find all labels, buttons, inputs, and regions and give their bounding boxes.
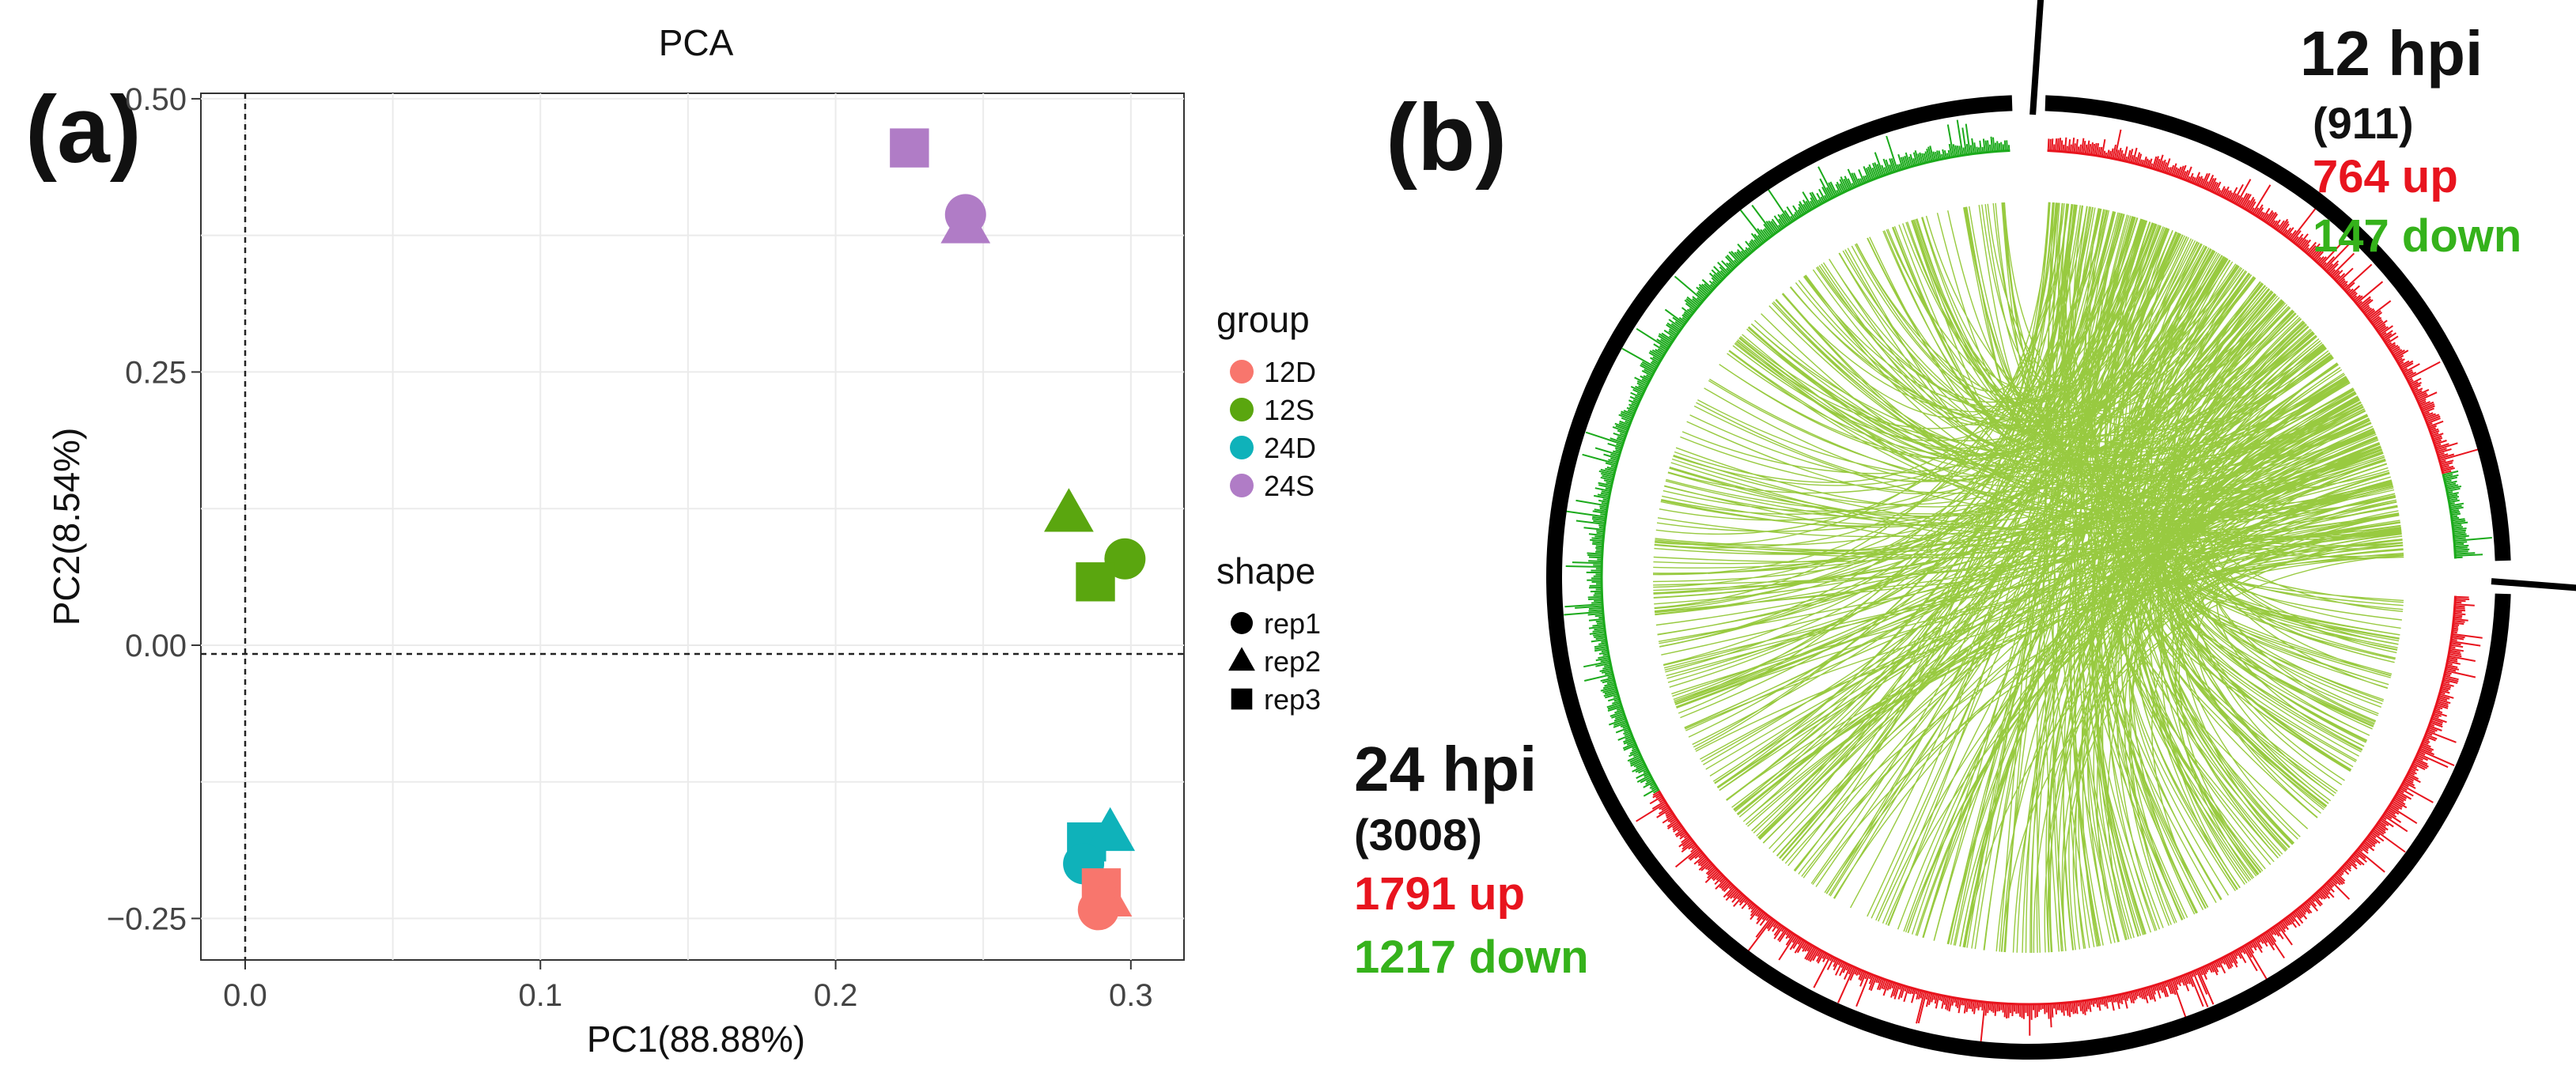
- legend-key-rep1: [1231, 612, 1253, 634]
- hist-24hpi-down: [1561, 119, 2010, 797]
- data-point-24d-rep2: [1085, 807, 1136, 852]
- hist-12hpi-up: [2047, 129, 2483, 474]
- data-point-24s-rep3: [890, 128, 929, 168]
- circos-links: [1652, 202, 2404, 954]
- segment-12hpi-down: 147 down: [2313, 210, 2521, 262]
- x-axis-label: PC1(88.88%): [587, 1018, 805, 1060]
- legend-label-rep1: rep1: [1264, 607, 1321, 640]
- segment-24hpi-labels: 24 hpi (3008) 1791 up 1217 down: [1354, 734, 1589, 983]
- y-tick-label: −0.25: [107, 901, 187, 936]
- segment-12hpi-up: 764 up: [2313, 151, 2458, 202]
- data-point-24s-rep2: [940, 199, 991, 244]
- reference-lines: [201, 93, 1184, 960]
- x-tick-label: 0.3: [1109, 978, 1153, 1013]
- y-axis-label: PC2(8.54%): [46, 428, 87, 626]
- panel-a-label: (a): [25, 77, 142, 183]
- legend-key-24s: [1230, 474, 1254, 497]
- legend-key-rep3: [1231, 688, 1253, 710]
- circos-outer-ring: [1546, 0, 2576, 1060]
- chart-title: PCA: [659, 22, 734, 63]
- gap-tick-right: [2491, 578, 2576, 591]
- plot-frame: [200, 93, 1185, 961]
- hist-24hpi-up-baseline: [1658, 595, 2457, 1006]
- legend-label-24d: 24D: [1264, 432, 1316, 464]
- segment-24hpi-up: 1791 up: [1354, 868, 1525, 920]
- segment-12hpi-name: 12 hpi: [2300, 18, 2483, 89]
- segment-12hpi-total: (911): [2313, 98, 2414, 148]
- legend-label-12s: 12S: [1264, 394, 1314, 426]
- ring-segment-12hpi: [2045, 95, 2511, 561]
- segment-24hpi-name: 24 hpi: [1354, 734, 1537, 804]
- data-point-12s-rep2: [1044, 488, 1094, 532]
- panel-a-pca: (a) PCA 0.0 0.1 0.2 0.3 −0.25 0.00 0.25 0.50 P…: [25, 22, 1321, 1060]
- hist-24hpi-up: [1636, 595, 2483, 1042]
- panel-b-circos: (b) 12 hpi (911) 764 up 147 down 24 hpi …: [1354, 0, 2576, 1060]
- segment-24hpi-down: 1217 down: [1354, 932, 1589, 983]
- y-tick-label: 0.25: [125, 355, 187, 390]
- panel-b-label: (b): [1386, 85, 1507, 191]
- legend-key-12s: [1230, 398, 1254, 421]
- x-axis-ticks: 0.0 0.1 0.2 0.3: [223, 960, 1153, 1013]
- segment-24hpi-total: (3008): [1354, 810, 1482, 860]
- legend-group-title: group: [1216, 299, 1310, 340]
- y-tick-label: 0.00: [125, 629, 187, 663]
- data-points: [890, 128, 1146, 931]
- hist-12hpi-up-baseline: [2047, 149, 2445, 474]
- circos-histogram: [1561, 119, 2492, 1042]
- legend-shape-entries: rep1 rep2 rep3: [1228, 607, 1321, 716]
- hist-24hpi-down-baseline: [1600, 149, 2010, 792]
- y-tick-label: 0.50: [125, 82, 187, 117]
- legend-label-rep3: rep3: [1264, 683, 1321, 716]
- x-tick-label: 0.2: [814, 978, 858, 1013]
- hist-12hpi-down-baseline: [2442, 473, 2457, 559]
- segment-12hpi-labels: 12 hpi (911) 764 up 147 down: [2300, 18, 2521, 262]
- legend-key-rep2: [1228, 647, 1255, 671]
- hist-12hpi-down: [2442, 470, 2492, 559]
- gap-tick-top: [2029, 0, 2045, 115]
- x-tick-label: 0.1: [518, 978, 562, 1013]
- legend-group-entries: 12D 12S 24D 24S: [1230, 356, 1316, 502]
- x-tick-label: 0.0: [223, 978, 267, 1013]
- legend-key-12d: [1230, 360, 1254, 384]
- ring-segment-24hpi: [1546, 95, 2511, 1060]
- legend-label-12d: 12D: [1264, 356, 1316, 388]
- legend-shape-title: shape: [1216, 550, 1315, 591]
- legend-label-24s: 24S: [1264, 470, 1314, 502]
- grid: [201, 93, 1184, 960]
- data-point-12s-rep3: [1076, 562, 1115, 602]
- data-point-12d-rep1: [1077, 889, 1119, 931]
- legend: group 12D 12S 24D 24S shape rep1 rep2 rep3: [1216, 299, 1321, 716]
- legend-label-rep2: rep2: [1264, 645, 1321, 678]
- link-bundle: [1652, 202, 2404, 954]
- legend-key-24d: [1230, 436, 1254, 459]
- y-axis-ticks: −0.25 0.00 0.25 0.50: [107, 82, 201, 936]
